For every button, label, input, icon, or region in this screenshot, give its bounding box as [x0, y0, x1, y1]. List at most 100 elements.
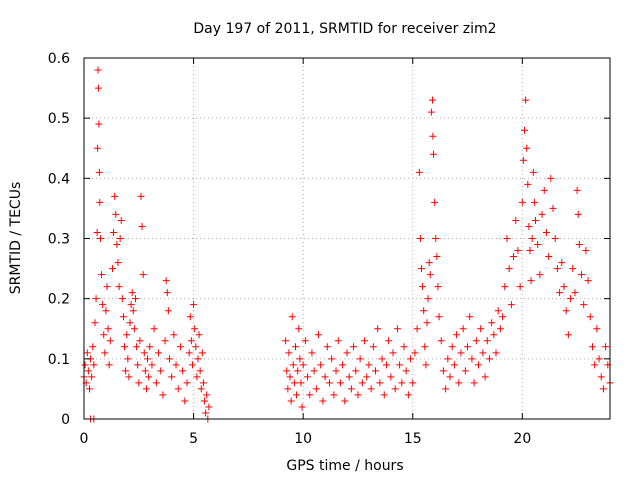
data-point — [448, 343, 456, 351]
data-point — [523, 144, 531, 152]
data-point — [418, 265, 426, 273]
data-point — [591, 361, 599, 369]
data-point — [301, 337, 309, 345]
data-point — [195, 331, 203, 339]
data-point — [336, 379, 344, 387]
data-point — [560, 283, 568, 291]
data-point — [350, 343, 358, 351]
data-point — [137, 192, 145, 200]
data-point — [514, 247, 522, 255]
x-tick-label: 10 — [294, 431, 312, 447]
data-point — [442, 385, 450, 393]
data-point — [432, 235, 440, 242]
y-tick-label: 0 — [61, 412, 70, 428]
data-point — [133, 343, 141, 351]
data-point — [186, 313, 194, 321]
data-point — [472, 337, 480, 345]
data-point — [152, 379, 160, 387]
data-point — [135, 379, 143, 387]
data-point — [287, 397, 295, 405]
data-point — [85, 385, 93, 393]
data-point — [295, 325, 303, 333]
data-point — [162, 277, 170, 285]
data-point — [588, 343, 596, 351]
x-tick-label: 20 — [513, 431, 531, 447]
data-point — [94, 66, 102, 74]
data-point — [298, 403, 306, 411]
data-point — [191, 325, 199, 333]
data-point — [343, 349, 351, 357]
data-point — [434, 283, 442, 291]
data-point — [94, 84, 102, 92]
data-point — [170, 331, 178, 339]
data-point — [512, 216, 520, 224]
data-point — [341, 397, 349, 405]
data-point — [455, 379, 463, 387]
data-point — [155, 349, 163, 357]
data-point — [424, 295, 432, 303]
data-point — [435, 313, 443, 321]
data-point — [439, 367, 447, 375]
data-point — [308, 349, 316, 357]
data-point — [540, 186, 548, 194]
data-point — [201, 397, 209, 405]
data-point — [423, 319, 431, 327]
data-point — [470, 379, 478, 387]
data-point — [450, 361, 458, 369]
data-point — [367, 385, 375, 393]
y-tick-label: 0.6 — [48, 51, 70, 67]
y-tick-label: 0.5 — [48, 111, 70, 127]
data-point — [332, 367, 340, 375]
data-point — [197, 385, 205, 393]
data-point — [288, 313, 296, 321]
data-point — [542, 228, 550, 236]
data-point — [93, 228, 101, 236]
data-point — [187, 337, 195, 345]
data-point — [516, 283, 524, 291]
marks-layer — [80, 66, 614, 423]
data-point — [328, 355, 336, 363]
data-point — [99, 301, 107, 309]
data-point — [312, 385, 320, 393]
data-point — [89, 343, 97, 351]
data-point — [499, 313, 507, 321]
data-point — [185, 349, 193, 357]
data-point — [415, 168, 423, 176]
data-point — [128, 289, 136, 297]
data-point — [145, 373, 153, 381]
data-point — [378, 355, 386, 363]
data-point — [289, 361, 297, 369]
data-point — [571, 289, 579, 297]
data-point — [142, 385, 150, 393]
data-point — [125, 373, 133, 381]
data-point — [196, 367, 204, 375]
data-point — [157, 367, 165, 375]
data-point — [110, 228, 118, 236]
data-point — [468, 355, 476, 363]
data-point — [88, 373, 96, 381]
data-point — [519, 156, 527, 164]
data-point — [556, 289, 564, 297]
data-point — [96, 235, 104, 242]
data-point — [481, 373, 489, 381]
data-point — [179, 367, 187, 375]
data-point — [538, 210, 546, 218]
data-point — [146, 343, 154, 351]
data-point — [183, 379, 191, 387]
data-point — [578, 271, 586, 279]
data-point — [181, 397, 189, 405]
data-point — [291, 343, 299, 351]
data-point — [398, 379, 406, 387]
data-point — [159, 391, 167, 399]
data-point — [111, 192, 119, 200]
data-point — [113, 241, 121, 249]
data-point — [503, 235, 511, 242]
data-point — [190, 301, 198, 309]
data-point — [356, 355, 364, 363]
data-point — [108, 265, 116, 273]
data-point — [95, 168, 103, 176]
data-point — [188, 361, 196, 369]
data-point — [164, 307, 172, 315]
data-point — [483, 337, 491, 345]
